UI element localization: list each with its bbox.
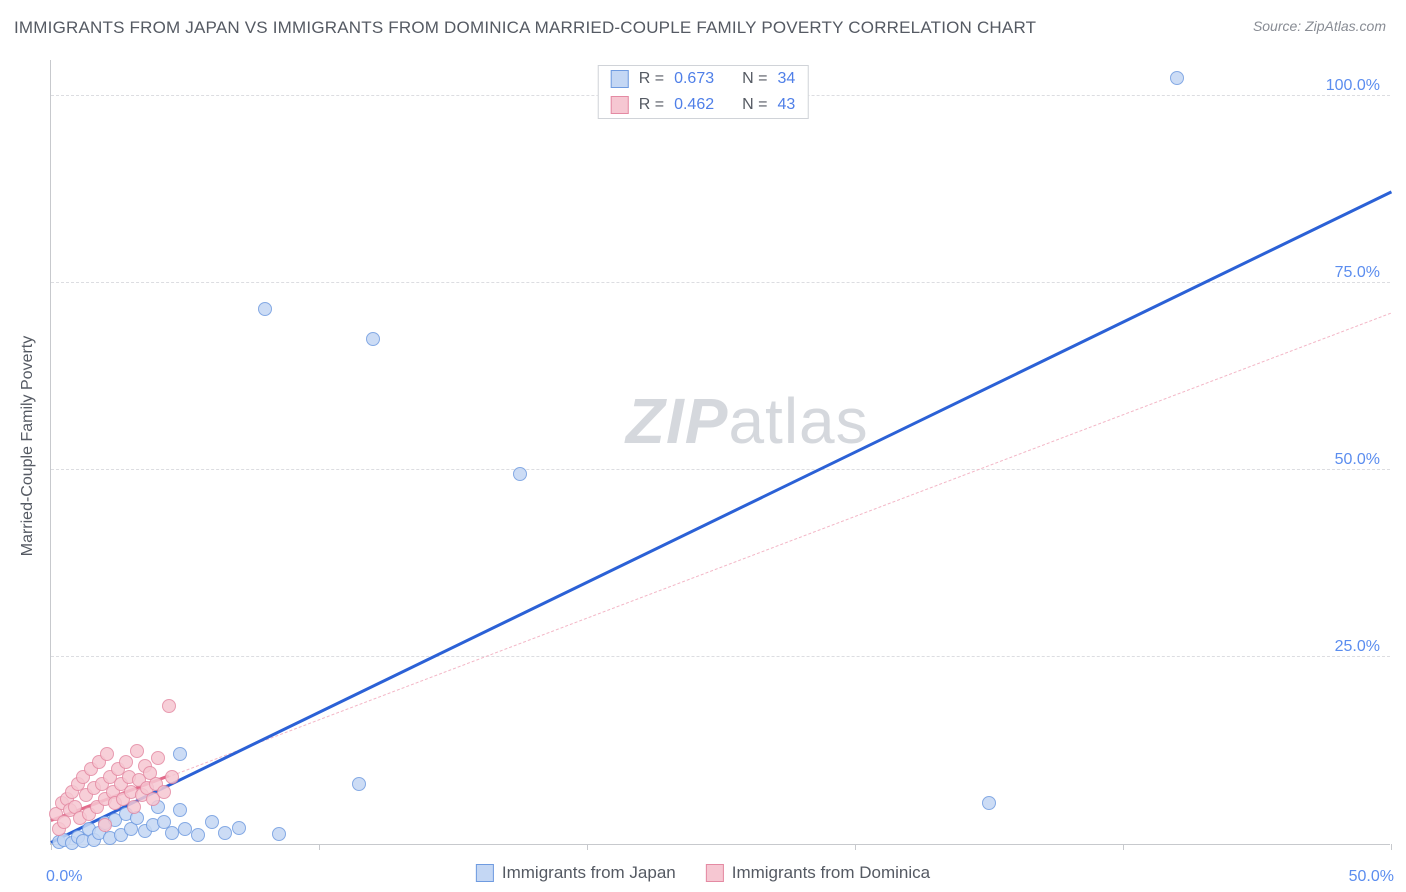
data-point xyxy=(119,755,133,769)
data-point xyxy=(100,747,114,761)
x-tick xyxy=(319,844,320,850)
data-point xyxy=(352,777,366,791)
n-label: N = xyxy=(742,96,767,114)
data-point xyxy=(366,332,380,346)
data-point xyxy=(982,796,996,810)
stats-legend: R = 0.673 N = 34 R = 0.462 N = 43 xyxy=(598,65,809,119)
chart-title: IMMIGRANTS FROM JAPAN VS IMMIGRANTS FROM… xyxy=(14,18,1036,38)
stats-row-dominica: R = 0.462 N = 43 xyxy=(599,92,808,118)
x-tick xyxy=(1391,844,1392,850)
y-tick-label: 100.0% xyxy=(1326,77,1380,95)
regression-line xyxy=(50,191,1391,844)
r-value-dominica: 0.462 xyxy=(674,96,714,114)
y-tick-label: 25.0% xyxy=(1335,638,1380,656)
legend-item-japan: Immigrants from Japan xyxy=(476,863,676,883)
x-tick-min: 0.0% xyxy=(46,868,82,886)
data-point xyxy=(178,822,192,836)
data-point xyxy=(162,699,176,713)
y-tick-label: 50.0% xyxy=(1335,451,1380,469)
y-axis-label: Married-Couple Family Poverty xyxy=(19,336,37,557)
data-point xyxy=(165,826,179,840)
data-point xyxy=(173,747,187,761)
n-value-japan: 34 xyxy=(777,70,795,88)
r-label: R = xyxy=(639,70,664,88)
data-point xyxy=(151,751,165,765)
data-point xyxy=(258,302,272,316)
data-point xyxy=(130,744,144,758)
data-point xyxy=(232,821,246,835)
swatch-dominica xyxy=(706,864,724,882)
data-point xyxy=(173,803,187,817)
data-point xyxy=(98,818,112,832)
gridline xyxy=(51,282,1390,283)
data-point xyxy=(1170,71,1184,85)
data-point xyxy=(272,827,286,841)
data-point xyxy=(218,826,232,840)
gridline xyxy=(51,469,1390,470)
data-point xyxy=(165,770,179,784)
data-point xyxy=(157,785,171,799)
data-point xyxy=(513,467,527,481)
x-tick xyxy=(855,844,856,850)
swatch-dominica xyxy=(611,96,629,114)
watermark: ZIPatlas xyxy=(626,384,869,458)
r-value-japan: 0.673 xyxy=(674,70,714,88)
swatch-japan xyxy=(476,864,494,882)
watermark-atlas: atlas xyxy=(728,385,868,457)
chart-container: IMMIGRANTS FROM JAPAN VS IMMIGRANTS FROM… xyxy=(0,0,1406,892)
x-tick-max: 50.0% xyxy=(1349,868,1394,886)
plot-area: ZIPatlas 25.0% 50.0% 75.0% 100.0% xyxy=(50,60,1390,845)
swatch-japan xyxy=(611,70,629,88)
y-tick-label: 75.0% xyxy=(1335,264,1380,282)
legend-label-dominica: Immigrants from Dominica xyxy=(732,863,930,883)
n-label: N = xyxy=(742,70,767,88)
gridline xyxy=(51,656,1390,657)
stats-row-japan: R = 0.673 N = 34 xyxy=(599,66,808,92)
data-point xyxy=(191,828,205,842)
data-point xyxy=(205,815,219,829)
series-legend: Immigrants from Japan Immigrants from Do… xyxy=(476,863,930,883)
source-label: Source: ZipAtlas.com xyxy=(1253,18,1386,34)
legend-label-japan: Immigrants from Japan xyxy=(502,863,676,883)
r-label: R = xyxy=(639,96,664,114)
x-tick xyxy=(587,844,588,850)
legend-item-dominica: Immigrants from Dominica xyxy=(706,863,930,883)
watermark-zip: ZIP xyxy=(626,385,729,457)
n-value-dominica: 43 xyxy=(777,96,795,114)
x-tick xyxy=(1123,844,1124,850)
